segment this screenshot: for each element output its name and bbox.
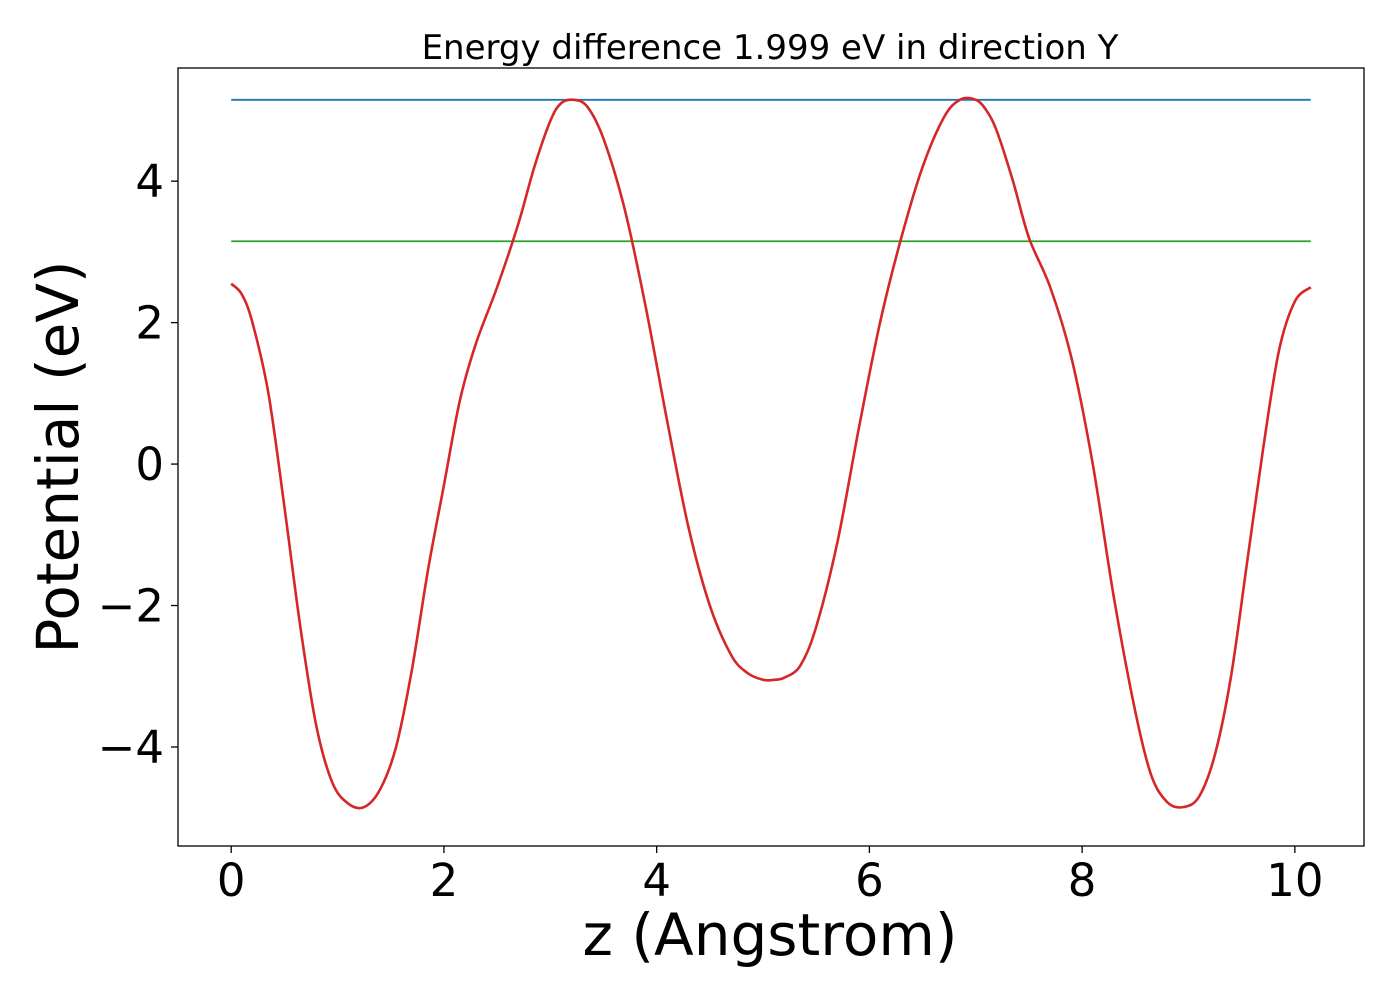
y-tick-label: −2: [98, 580, 164, 633]
y-tick-label: −4: [98, 721, 164, 774]
x-tick-label: 6: [855, 854, 884, 907]
x-tick-label: 2: [430, 854, 459, 907]
y-tick-label: 2: [135, 297, 164, 350]
plot-area: [230, 96, 1312, 810]
x-axis: 0 2 4 6 8 10: [217, 846, 1323, 907]
chart-title: Energy difference 1.999 eV in direction …: [422, 28, 1119, 68]
x-axis-label: z (Angstrom): [583, 901, 958, 969]
y-tick-label: 0: [135, 438, 164, 491]
y-axis: −4 −2 0 2 4: [98, 155, 178, 774]
y-tick-label: 4: [135, 155, 164, 208]
x-tick-label: 8: [1068, 854, 1097, 907]
plot-frame: [177, 67, 1365, 847]
x-tick-label: 0: [217, 854, 246, 907]
x-tick-label: 10: [1266, 854, 1323, 907]
x-tick-label: 4: [642, 854, 671, 907]
potential-curve: [230, 96, 1312, 810]
y-axis-label: Potential (eV): [24, 260, 92, 653]
